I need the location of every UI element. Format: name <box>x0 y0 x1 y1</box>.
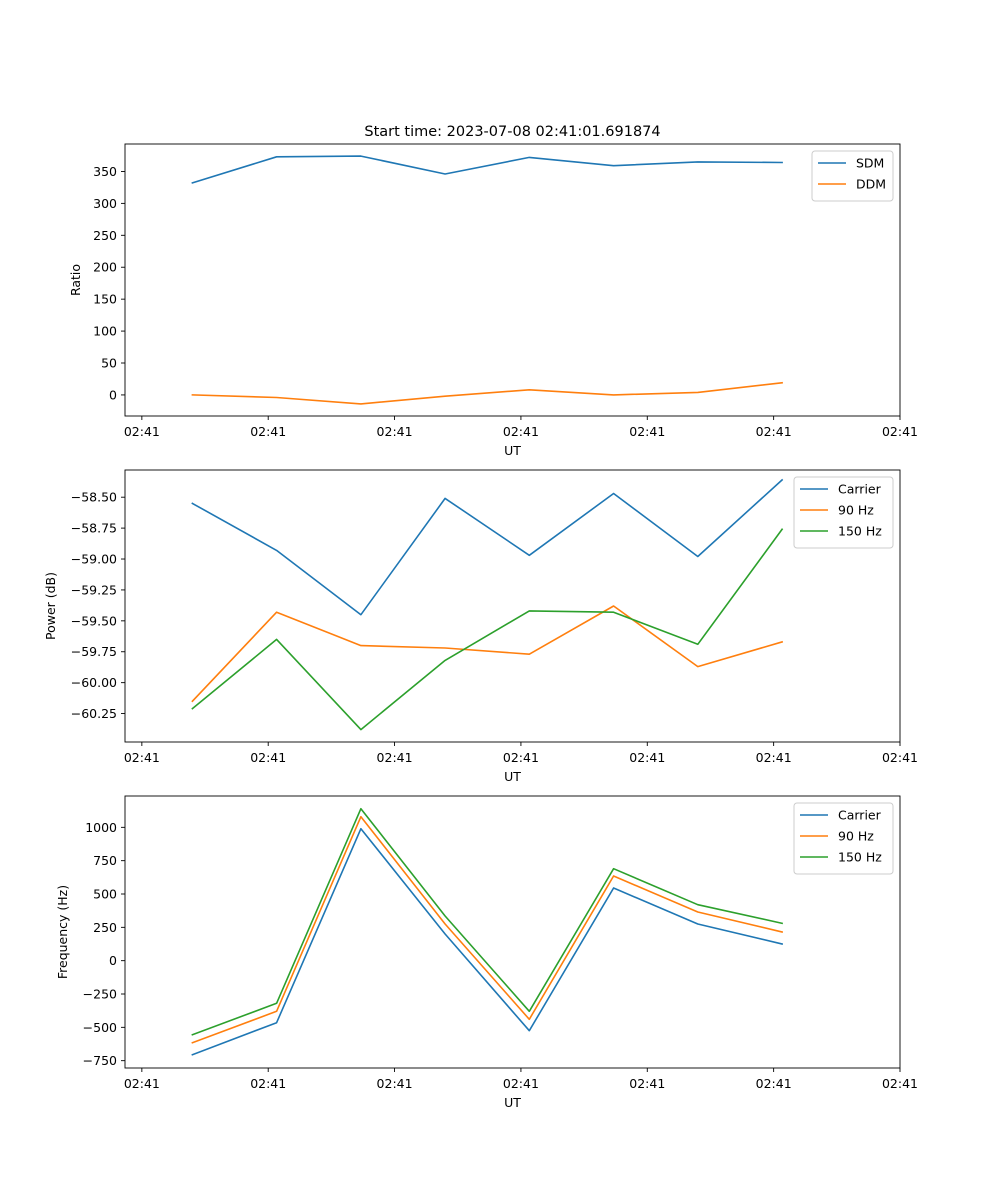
x-tick-label: 02:41 <box>124 1076 160 1091</box>
x-tick-label: 02:41 <box>250 750 286 765</box>
x-tick-label: 02:41 <box>882 750 918 765</box>
axes-frame <box>124 143 901 417</box>
legend-label: 90 Hz <box>838 829 874 844</box>
series-line-150-hz <box>191 528 784 731</box>
series-line-sdm <box>191 155 783 184</box>
legend-label: SDM <box>856 156 884 171</box>
y-tick-label: −250 <box>83 987 117 1002</box>
y-tick-label: −59.25 <box>71 582 117 597</box>
y-tick-label: −750 <box>83 1053 117 1068</box>
y-tick-label: 250 <box>93 228 117 243</box>
legend-label: Carrier <box>838 482 882 497</box>
y-axis-label: Power (dB) <box>43 572 58 640</box>
legend-label: 150 Hz <box>838 850 882 865</box>
y-tick-label: 250 <box>93 920 117 935</box>
legend-label: 90 Hz <box>838 503 874 518</box>
y-tick-label: 350 <box>93 164 117 179</box>
x-tick-label: 02:41 <box>377 750 413 765</box>
x-tick-label: 02:41 <box>882 1076 918 1091</box>
legend-label: Carrier <box>838 808 882 823</box>
x-axis-label: UT <box>504 443 521 458</box>
y-tick-label: 0 <box>109 387 117 402</box>
x-tick-label: 02:41 <box>756 750 792 765</box>
y-tick-label: 1000 <box>85 820 117 835</box>
ratio-panel: 02:41 02:41 02:41 02:41 02:41 02:41 02:41 0 50 10… <box>68 143 918 458</box>
x-tick-label: 02:41 <box>250 424 286 439</box>
y-tick-label: −58.50 <box>71 490 117 505</box>
x-tick-label: 02:41 <box>503 424 539 439</box>
series-line-150-hz <box>191 807 784 1036</box>
x-tick-label: 02:41 <box>629 1076 665 1091</box>
series-line-90-hz <box>191 605 784 703</box>
x-tick-label: 02:41 <box>124 424 160 439</box>
x-tick-label: 02:41 <box>756 424 792 439</box>
y-tick-label: −60.00 <box>71 675 117 690</box>
frequency-panel: 02:41 02:41 02:41 02:41 02:41 02:41 02:41 −750 −… <box>55 795 918 1110</box>
legend-label: DDM <box>856 177 886 192</box>
y-tick-label: 100 <box>93 324 117 339</box>
x-tick-label: 02:41 <box>377 1076 413 1091</box>
y-tick-label: −500 <box>83 1020 117 1035</box>
x-tick-label: 02:41 <box>629 424 665 439</box>
chart-title: Start time: 2023-07-08 02:41:01.691874 <box>364 124 660 140</box>
y-tick-label: 50 <box>101 356 117 371</box>
x-tick-label: 02:41 <box>882 424 918 439</box>
y-tick-label: −59.75 <box>71 644 117 659</box>
x-tick-label: 02:41 <box>250 1076 286 1091</box>
legend-label: 150 Hz <box>838 524 882 539</box>
y-tick-label: 200 <box>93 260 117 275</box>
series-line-ddm <box>191 381 783 405</box>
x-axis-label: UT <box>504 769 521 784</box>
y-tick-label: −59.00 <box>71 552 117 567</box>
x-tick-label: 02:41 <box>629 750 665 765</box>
y-tick-label: 0 <box>109 953 117 968</box>
y-tick-label: −60.25 <box>71 706 117 721</box>
series-line-90-hz <box>191 815 784 1044</box>
y-tick-label: −59.50 <box>71 613 117 628</box>
y-tick-label: 150 <box>93 292 117 307</box>
y-tick-label: 500 <box>93 887 117 902</box>
x-tick-label: 02:41 <box>503 1076 539 1091</box>
x-tick-label: 02:41 <box>503 750 539 765</box>
series-line-carrier <box>191 827 784 1056</box>
x-tick-label: 02:41 <box>124 750 160 765</box>
y-tick-label: 750 <box>93 853 117 868</box>
series-line-carrier <box>191 478 784 616</box>
x-tick-label: 02:41 <box>377 424 413 439</box>
y-tick-label: −58.75 <box>71 521 117 536</box>
y-tick-label: 300 <box>93 196 117 211</box>
y-axis-label: Frequency (Hz) <box>55 885 70 979</box>
axes-frame <box>124 795 901 1069</box>
y-axis-label: Ratio <box>68 264 83 296</box>
x-axis-label: UT <box>504 1095 521 1110</box>
power-panel: 02:41 02:41 02:41 02:41 02:41 02:41 02:41 −60.2… <box>43 469 918 784</box>
x-tick-label: 02:41 <box>756 1076 792 1091</box>
axes-frame <box>124 469 901 743</box>
